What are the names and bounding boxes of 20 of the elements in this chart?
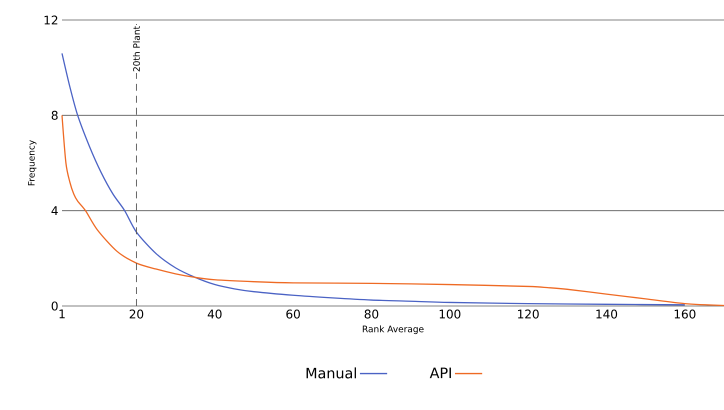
- line-series: [61, 52, 686, 306]
- x-tick-label: 1: [60, 310, 65, 318]
- y-tick-label: 12: [44, 16, 58, 24]
- x-tick-label: 20: [130, 310, 144, 319]
- x-tick-label: 120: [518, 310, 539, 319]
- line-series: [61, 114, 724, 306]
- y-tick-label: 4: [51, 206, 58, 216]
- y-tick-label: 8: [52, 110, 58, 120]
- y-axis-title: Frequency: [28, 140, 36, 186]
- x-tick-label: 100: [440, 310, 460, 319]
- x-axis-title: Rank Average: [362, 325, 424, 334]
- legend-label: Manual: [306, 367, 356, 378]
- x-tick-label: 60: [286, 310, 300, 319]
- x-tick-label: 80: [364, 310, 378, 319]
- y-tick-label: 0: [52, 301, 58, 311]
- x-tick-label: 40: [208, 310, 222, 319]
- x-tick-label: 160: [674, 310, 696, 319]
- x-tick-label: 140: [596, 310, 618, 319]
- ref-line-label: 20th Plant: [132, 26, 140, 72]
- legend-label: API: [430, 368, 451, 378]
